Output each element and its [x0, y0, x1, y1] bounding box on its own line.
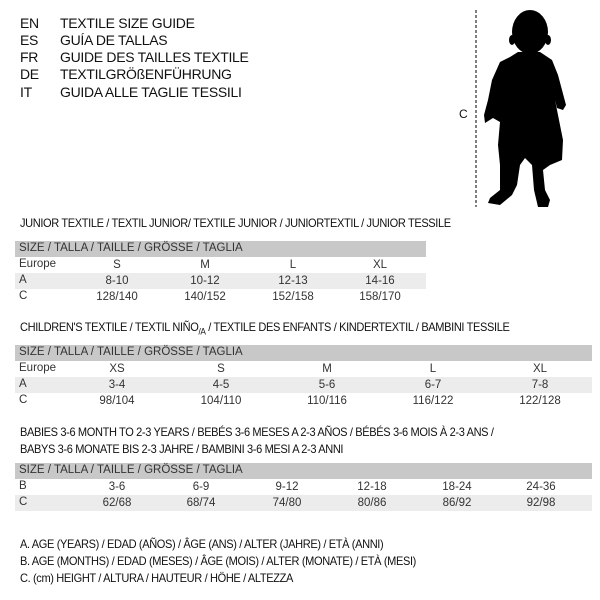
table-row: B 3-6 6-9 9-12 12-18 18-24 24-36 [15, 479, 592, 495]
cell: 10-12 [190, 275, 220, 287]
cell: 12-13 [278, 275, 308, 287]
table-row: A 8-10 10-12 12-13 14-16 [15, 273, 426, 289]
table-header: SIZE / TALLA / TAILLE / GRÖSSE / TAGLIA [15, 241, 426, 257]
table-row: C 128/140 140/152 152/158 158/170 [15, 289, 426, 305]
cell: M [200, 259, 210, 271]
lang-code: FR [20, 49, 39, 65]
lang-title: TEXTILGRÖßENFÜHRUNG [60, 66, 232, 82]
title-text: / TEXTILE DES ENFANTS / KINDERTEXTIL / B… [205, 320, 510, 334]
table-row: C 98/104 104/110 110/116 116/122 122/128 [15, 393, 592, 409]
table-row: C 62/68 68/74 74/80 80/86 86/92 92/98 [15, 495, 592, 511]
cell: 86/92 [442, 497, 472, 509]
lang-title: GUIDA ALLE TAGLIE TESSILI [60, 84, 242, 100]
size-header: SIZE / TALLA / TAILLE / GRÖSSE / TAGLIA [19, 464, 243, 476]
cell: 152/158 [272, 291, 314, 303]
row-label: A [19, 378, 27, 390]
lang-code: DE [20, 66, 39, 82]
cell: 9-12 [275, 481, 299, 493]
table-header: SIZE / TALLA / TAILLE / GRÖSSE / TAGLIA [15, 463, 592, 479]
cell: 92/98 [526, 497, 556, 509]
lang-title: GUÍA DE TALLAS [60, 32, 168, 48]
cell: 128/140 [96, 291, 138, 303]
junior-size-table: SIZE / TALLA / TAILLE / GRÖSSE / TAGLIA … [15, 241, 426, 305]
cell: 116/122 [412, 395, 454, 407]
cell: 4-5 [212, 379, 230, 391]
cell: 80/86 [357, 497, 387, 509]
cell: 12-18 [357, 481, 387, 493]
cell: 24-36 [526, 481, 556, 493]
cell: 122/128 [519, 395, 561, 407]
cell: XL [372, 259, 388, 271]
cell: 104/110 [200, 395, 242, 407]
cell: 5-6 [318, 379, 336, 391]
cell: 14-16 [365, 275, 395, 287]
cell: 158/170 [359, 291, 401, 303]
table-header: SIZE / TALLA / TAILLE / GRÖSSE / TAGLIA [15, 345, 592, 361]
cell: 18-24 [442, 481, 472, 493]
cell: 3-6 [108, 481, 126, 493]
row-label: B [19, 480, 27, 492]
toddler-silhouette-icon [475, 10, 566, 207]
cell: S [113, 259, 121, 271]
cell: 140/152 [184, 291, 226, 303]
children-section-title: CHILDREN'S TEXTILE / TEXTIL NIÑO/A / TEX… [20, 320, 510, 337]
title-text: CHILDREN'S TEXTILE / TEXTIL NIÑO [20, 320, 199, 334]
size-header: SIZE / TALLA / TAILLE / GRÖSSE / TAGLIA [19, 242, 243, 254]
cell: 8-10 [105, 275, 129, 287]
legend-item: C. (cm) HEIGHT / ALTURA / HAUTEUR / HÖHE… [20, 571, 293, 585]
cell: 6-9 [192, 481, 210, 493]
table-row: Europe XS S M L XL [15, 361, 592, 377]
size-header: SIZE / TALLA / TAILLE / GRÖSSE / TAGLIA [19, 346, 243, 358]
lang-code: ES [20, 32, 39, 48]
lang-title: TEXTILE SIZE GUIDE [60, 15, 195, 31]
babies-size-table: SIZE / TALLA / TAILLE / GRÖSSE / TAGLIA … [15, 463, 592, 511]
children-size-table: SIZE / TALLA / TAILLE / GRÖSSE / TAGLIA … [15, 345, 592, 409]
cell: XS [109, 363, 125, 375]
cell: 110/116 [307, 395, 347, 407]
row-label: Europe [19, 362, 57, 374]
row-label: C [19, 496, 28, 508]
cell: S [217, 363, 225, 375]
lang-code: EN [20, 15, 39, 31]
babies-section-title: BABIES 3-6 MONTH TO 2-3 YEARS / BEBÉS 3-… [20, 425, 494, 439]
babies-section-title: BABYS 3-6 MONATE BIS 2-3 JAHRE / BAMBINI… [20, 442, 344, 456]
cell: 7-8 [531, 379, 549, 391]
cell: 6-7 [424, 379, 442, 391]
cell: 62/68 [102, 497, 132, 509]
junior-section-title: JUNIOR TEXTILE / TEXTIL JUNIOR/ TEXTILE … [20, 216, 451, 230]
legend-item: B. AGE (MONTHS) / EDAD (MESES) / ÂGE (MO… [20, 554, 416, 568]
table-row: Europe S M L XL [15, 257, 426, 273]
legend-item: A. AGE (YEARS) / EDAD (AÑOS) / ÂGE (ANS)… [20, 537, 384, 551]
row-label: Europe [19, 258, 57, 270]
cell: 3-4 [108, 379, 126, 391]
height-measure-label: C [459, 107, 468, 121]
table-row: A 3-4 4-5 5-6 6-7 7-8 [15, 377, 592, 393]
row-label: C [19, 290, 28, 302]
cell: 68/74 [186, 497, 216, 509]
cell: L [429, 363, 437, 375]
cell: XL [532, 363, 548, 375]
row-label: A [19, 274, 27, 286]
title-subscript: /A [198, 326, 206, 337]
cell: M [322, 363, 332, 375]
lang-code: IT [20, 84, 32, 100]
cell: L [289, 259, 297, 271]
lang-title: GUIDE DES TAILLES TEXTILE [60, 49, 249, 65]
cell: 74/80 [272, 497, 302, 509]
cell: 98/104 [99, 395, 135, 407]
row-label: C [19, 394, 28, 406]
